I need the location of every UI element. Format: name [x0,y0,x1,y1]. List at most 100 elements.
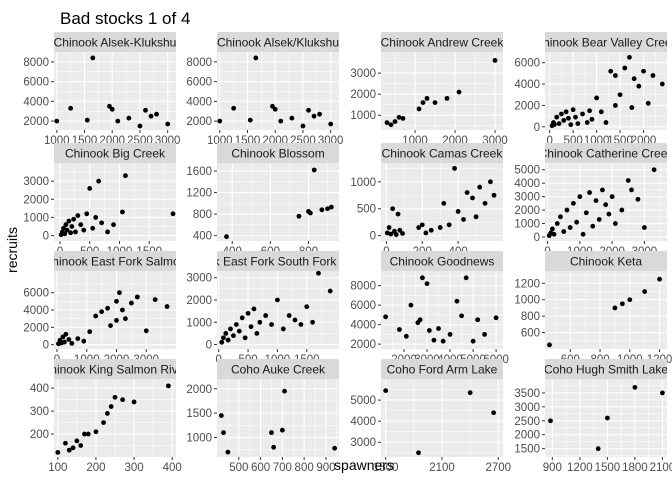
facet-panel: Chinook Camas Creek020040005001000 [350,143,503,258]
y-tick-label: 3000 [514,402,540,414]
facet-strip-label: Chinook King Salmon River [42,363,189,377]
data-point [609,194,615,200]
data-point [625,178,631,183]
data-point [551,231,557,237]
data-point [397,227,403,233]
panel-background [217,379,339,457]
data-point [66,337,72,342]
y-tick-label: 400 [193,231,212,243]
data-point [128,300,134,306]
data-point [152,297,158,302]
data-point [577,194,583,200]
x-tick-label: 300 [124,462,143,474]
data-point [550,226,555,232]
y-tick-label: 1000 [350,110,376,122]
data-point [386,225,392,230]
panel-background [54,163,176,241]
data-point [300,123,306,129]
data-point [606,211,612,217]
x-tick-label: 2100 [650,462,672,474]
data-point [170,211,176,217]
panel-background [217,52,339,130]
data-point [66,218,72,224]
data-point [383,314,389,320]
data-point [488,179,493,185]
data-point [164,304,170,309]
data-point [446,222,452,228]
data-point [467,390,473,396]
data-point [395,211,401,217]
y-tick-label: 3000 [350,437,376,449]
data-point [627,297,633,303]
y-tick-label: 2000 [514,430,540,442]
data-point [68,230,74,236]
data-point [426,328,432,333]
data-point [242,335,248,341]
y-tick-label: 1500 [514,444,540,456]
data-point [306,107,311,113]
data-point [642,289,648,294]
data-point [278,118,284,124]
data-point [659,81,665,87]
data-point [332,445,338,451]
data-point [416,106,422,112]
data-point [456,89,462,95]
data-point [575,121,581,126]
data-point [85,431,91,437]
data-point [328,204,334,210]
data-point [558,214,563,220]
y-tick-label: 1000 [186,317,212,329]
x-tick-label: 1500 [595,462,621,474]
y-tick-label: 1000 [23,212,49,224]
data-point [316,270,321,276]
data-point [400,231,405,236]
data-point [400,116,406,121]
data-point [444,95,450,101]
data-point [64,227,70,233]
data-points [548,384,665,452]
data-point [452,165,457,171]
y-tick-label: 800 [193,209,212,221]
data-point [547,342,552,348]
facet-strip [545,32,667,52]
data-point [63,440,68,446]
y-tick-label: 6000 [350,300,376,312]
y-tick-label: 2000 [186,295,212,307]
data-point [74,438,80,444]
data-point [612,221,618,226]
data-point [62,231,68,237]
data-point [584,120,590,125]
data-point [269,322,274,327]
facet-strip-label: Chinook Alsek/Klukshu [217,36,339,50]
data-point [574,219,580,225]
data-point [271,444,277,450]
facet-panel: Chinook East Fork Salmon0100020003000020… [23,251,176,366]
data-point [583,210,589,216]
gridlines [545,379,667,457]
data-point [254,331,260,336]
data-point [75,336,81,341]
facet-strip-label: Chinook Bear Valley Creek [534,36,672,50]
x-tick-label: 900 [316,462,335,474]
y-tick-label: 2000 [350,89,376,101]
data-point [253,55,259,61]
y-tick-label: 200 [30,429,49,441]
panel-background [381,271,503,349]
facet-strip-label: Coho Ford Arm Lake [387,363,498,377]
data-point [491,192,497,198]
x-axis-title: spawners [334,457,394,473]
y-tick-label: 8000 [350,281,376,293]
facet-strip [545,143,667,163]
y-tick-label: 1200 [514,278,540,290]
data-point [82,431,87,437]
facet-panel: Coho Auke Creek 500 600 700 800 900 1000 1500 20… [186,359,339,474]
data-point [424,281,430,287]
data-point [231,333,236,339]
y-tick-label: 0 [370,231,376,243]
data-point [566,115,571,121]
facet-strip-label: Chinook Camas Creek [382,147,504,161]
y-tick-label: 4000 [186,96,212,108]
facet-strip [54,251,176,271]
gridlines [381,52,503,130]
